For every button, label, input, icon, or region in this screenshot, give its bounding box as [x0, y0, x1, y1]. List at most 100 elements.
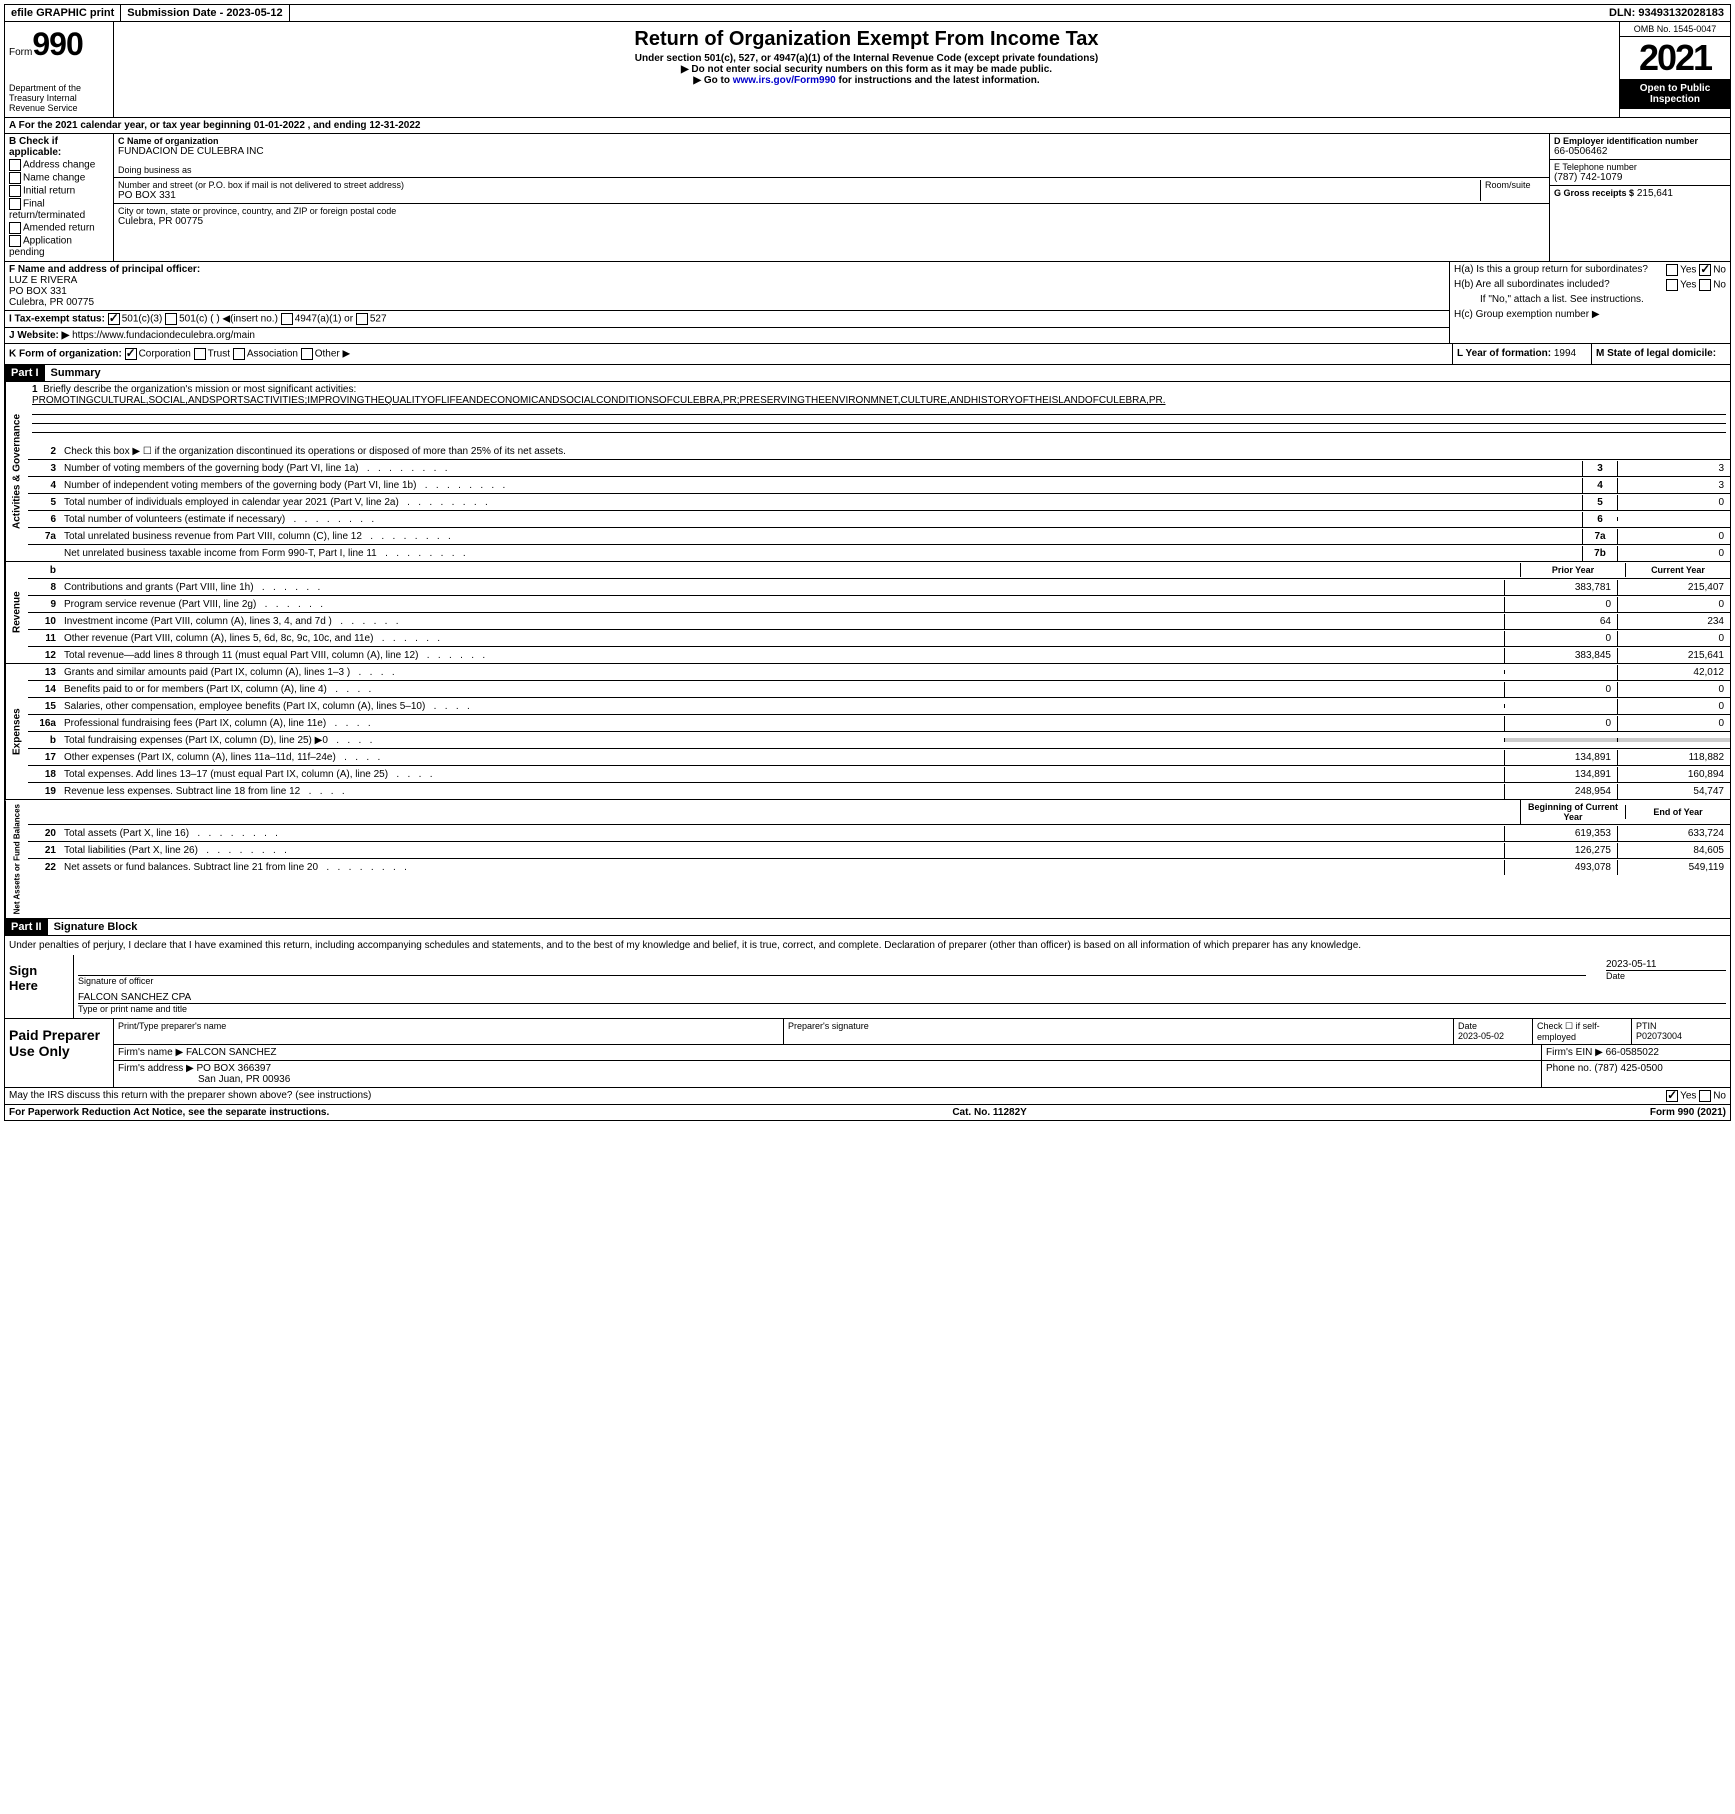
form-label: Form	[9, 47, 32, 58]
irs-link[interactable]: www.irs.gov/Form990	[733, 75, 836, 86]
line-2: 2 Check this box ▶ ☐ if the organization…	[28, 443, 1730, 460]
form-footer: Form 990 (2021)	[1650, 1107, 1726, 1118]
k-label: K Form of organization:	[9, 349, 122, 360]
check-4947[interactable]	[281, 313, 293, 325]
activities-governance: Activities & Governance 1 Briefly descri…	[4, 382, 1731, 562]
opt-501c3: 501(c)(3)	[122, 314, 163, 325]
hb-no[interactable]	[1699, 279, 1711, 291]
preparer-row-3: Firm's address ▶ PO BOX 366397San Juan, …	[114, 1061, 1730, 1087]
addr: PO BOX 331	[118, 190, 1480, 201]
begin-year-header: Beginning of Current Year	[1520, 800, 1625, 824]
discuss-yes[interactable]	[1666, 1090, 1678, 1102]
preparer-row-1: Print/Type preparer's name Preparer's si…	[114, 1019, 1730, 1045]
revenue-vert-label: Revenue	[5, 562, 28, 663]
dba-label: Doing business as	[118, 165, 1545, 175]
signature-section: Under penalties of perjury, I declare th…	[4, 936, 1731, 1019]
expense-line: bTotal fundraising expenses (Part IX, co…	[28, 732, 1730, 749]
preparer-section: Paid Preparer Use Only Print/Type prepar…	[4, 1019, 1731, 1088]
org-name: FUNDACION DE CULEBRA INC	[118, 146, 1545, 157]
city: Culebra, PR 00775	[118, 216, 1545, 227]
check-initial-return[interactable]: Initial return	[9, 185, 109, 197]
check-assoc[interactable]	[233, 348, 245, 360]
part1-header: Part I	[5, 365, 45, 381]
phone: (787) 742-1079	[1554, 172, 1726, 183]
check-address-change[interactable]: Address change	[9, 159, 109, 171]
check-527[interactable]	[356, 313, 368, 325]
i-label: I Tax-exempt status:	[9, 314, 105, 325]
expense-line: 18Total expenses. Add lines 13–17 (must …	[28, 766, 1730, 783]
gov-line: 3Number of voting members of the governi…	[28, 460, 1730, 477]
hb-yes[interactable]	[1666, 279, 1678, 291]
cat-no: Cat. No. 11282Y	[952, 1107, 1026, 1118]
net-line: 20Total assets (Part X, line 16) . . . .…	[28, 825, 1730, 842]
efile-print[interactable]: efile GRAPHIC print	[5, 5, 121, 21]
row-f: F Name and address of principal officer:…	[5, 262, 1449, 311]
goto-pre: ▶ Go to	[693, 75, 732, 86]
city-block: City or town, state or province, country…	[114, 204, 1549, 229]
ha-no-label: No	[1713, 265, 1726, 276]
check-final-return[interactable]: Final return/terminated	[9, 198, 109, 221]
submission-date: Submission Date - 2023-05-12	[121, 5, 289, 21]
title-cell: Return of Organization Exempt From Incom…	[114, 22, 1620, 117]
line1-label: Briefly describe the organization's miss…	[43, 384, 356, 395]
ha-yes[interactable]	[1666, 264, 1678, 276]
room-label: Room/suite	[1480, 180, 1545, 201]
expense-line: 17Other expenses (Part IX, column (A), l…	[28, 749, 1730, 766]
sign-here-label: Sign Here	[5, 955, 74, 1018]
form-header: Form990 Department of the Treasury Inter…	[4, 22, 1731, 118]
col-deg: D Employer identification number 66-0506…	[1550, 134, 1730, 261]
gov-line: Net unrelated business taxable income fr…	[28, 545, 1730, 561]
f-addr2: Culebra, PR 00775	[9, 297, 1445, 308]
prep-sig-h: Preparer's signature	[784, 1019, 1454, 1044]
ha-no[interactable]	[1699, 264, 1711, 276]
phone-label: E Telephone number	[1554, 162, 1726, 172]
year-cell: OMB No. 1545-0047 2021 Open to Public In…	[1620, 22, 1730, 117]
check-application-pending[interactable]: Application pending	[9, 235, 109, 258]
check-501c3[interactable]	[108, 313, 120, 325]
check-corp[interactable]	[125, 348, 137, 360]
prior-year-header: Prior Year	[1520, 563, 1625, 577]
firm-name: Firm's name ▶ FALCON SANCHEZ	[114, 1045, 1542, 1060]
gov-content: 1 Briefly describe the organization's mi…	[28, 382, 1730, 561]
gov-vert-label: Activities & Governance	[5, 382, 28, 561]
ha: H(a) Is this a group return for subordin…	[1450, 262, 1730, 277]
end-year-header: End of Year	[1625, 805, 1730, 819]
netassets-content: Beginning of Current Year End of Year 20…	[28, 800, 1730, 918]
gov-line: 4Number of independent voting members of…	[28, 477, 1730, 494]
dept-text: Department of the Treasury Internal Reve…	[9, 83, 109, 113]
ha-yes-label: Yes	[1680, 265, 1696, 276]
part2-title: Signature Block	[48, 919, 144, 935]
netassets-vert-label: Net Assets or Fund Balances	[5, 800, 28, 918]
revenue-header-row: b Prior Year Current Year	[28, 562, 1730, 579]
col-b-header: B Check if applicable:	[9, 136, 109, 158]
print-name: FALCON SANCHEZ CPA	[78, 992, 1726, 1003]
l-label: L Year of formation:	[1457, 348, 1551, 359]
discuss-text: May the IRS discuss this return with the…	[9, 1090, 371, 1102]
expense-line: 19Revenue less expenses. Subtract line 1…	[28, 783, 1730, 799]
f-name: LUZ E RIVERA	[9, 275, 1445, 286]
subtitle-3: ▶ Go to www.irs.gov/Form990 for instruct…	[122, 75, 1611, 86]
check-other[interactable]	[301, 348, 313, 360]
sig-row: Sign Here Signature of officer 2023-05-1…	[5, 955, 1730, 1018]
discuss-yes-label: Yes	[1680, 1091, 1696, 1102]
hb-note: If "No," attach a list. See instructions…	[1450, 292, 1730, 307]
declaration: Under penalties of perjury, I declare th…	[5, 936, 1730, 955]
check-trust[interactable]	[194, 348, 206, 360]
check-amended-return[interactable]: Amended return	[9, 222, 109, 234]
addr-label: Number and street (or P.O. box if mail i…	[118, 180, 1480, 190]
row-k: K Form of organization: Corporation Trus…	[4, 344, 1731, 365]
ein-block: D Employer identification number 66-0506…	[1550, 134, 1730, 160]
check-501c[interactable]	[165, 313, 177, 325]
l-block: L Year of formation: 1994	[1453, 344, 1592, 364]
hb: H(b) Are all subordinates included? Yes …	[1450, 277, 1730, 292]
revenue-line: 9Program service revenue (Part VIII, lin…	[28, 596, 1730, 613]
discuss-no[interactable]	[1699, 1090, 1711, 1102]
check-name-change[interactable]: Name change	[9, 172, 109, 184]
gross-block: G Gross receipts $ 215,641	[1550, 186, 1730, 201]
revenue-line: 11Other revenue (Part VIII, column (A), …	[28, 630, 1730, 647]
col-c: C Name of organization FUNDACION DE CULE…	[114, 134, 1550, 261]
opt-corp: Corporation	[139, 349, 191, 360]
part2-header: Part II	[5, 919, 48, 935]
omb-number: OMB No. 1545-0047	[1620, 22, 1730, 37]
info-grid: B Check if applicable: Address change Na…	[4, 134, 1731, 262]
